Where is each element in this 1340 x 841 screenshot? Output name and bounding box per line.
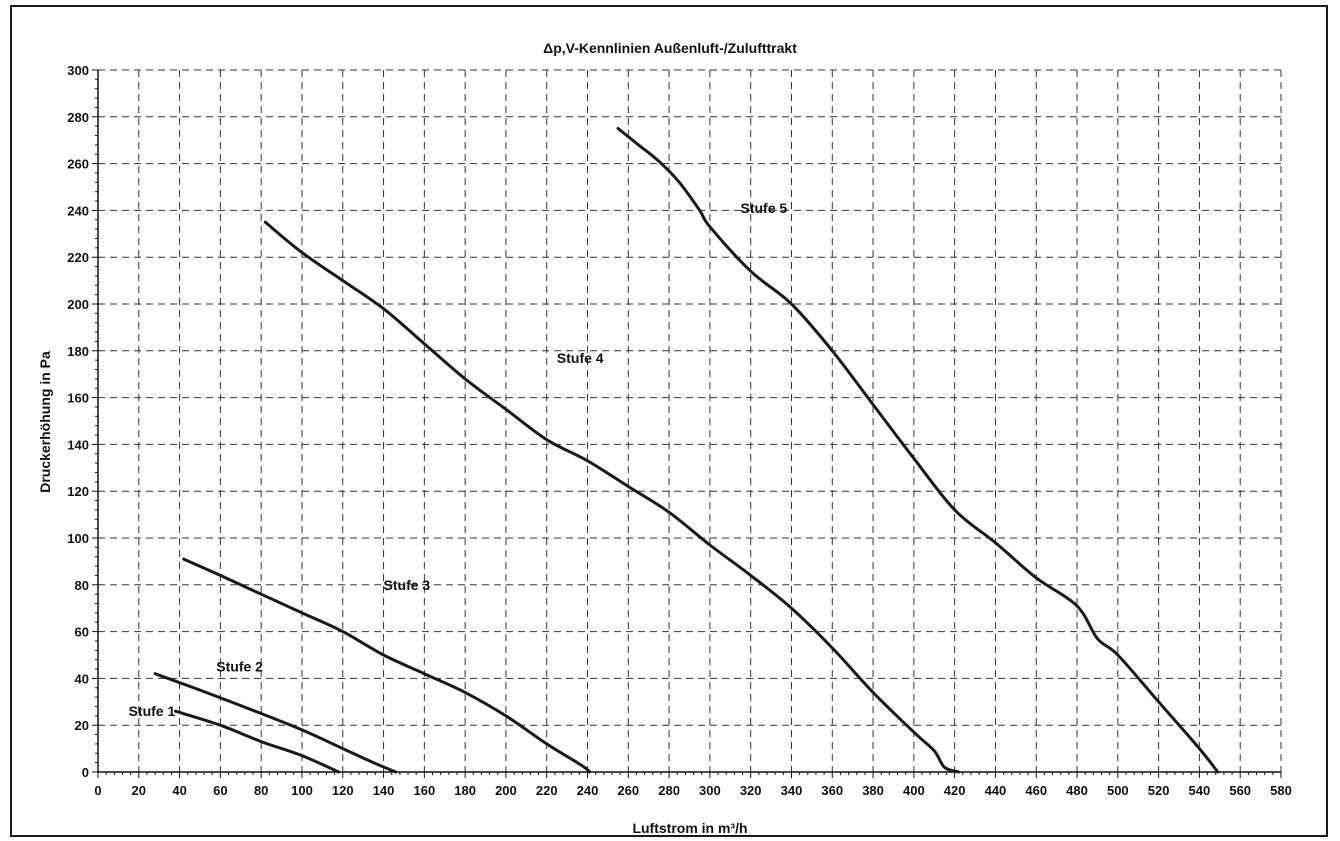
- x-tick-label: 480: [1066, 783, 1088, 798]
- chart-title: Δp,V-Kennlinien Außenluft-/Zulufttrakt: [543, 40, 797, 56]
- x-tick-label: 80: [254, 783, 268, 798]
- stufe-3-line: [182, 557, 592, 774]
- x-tick-label: 100: [291, 783, 313, 798]
- x-tick-label: 460: [1025, 783, 1047, 798]
- x-tick-label: 440: [985, 783, 1007, 798]
- axes: [92, 69, 1282, 778]
- stufe-3-label: Stufe 3: [384, 577, 431, 593]
- stufe-2-label: Stufe 2: [216, 659, 263, 675]
- y-tick-label: 100: [67, 531, 89, 546]
- y-tick-label: 160: [67, 391, 89, 406]
- y-tick-label: 240: [67, 203, 89, 218]
- stufe-5-line: [616, 127, 1220, 774]
- stufe-4-line: [263, 220, 961, 774]
- y-tick-label: 120: [67, 484, 89, 499]
- y-tick-label: 180: [67, 344, 89, 359]
- stufe-1-label: Stufe 1: [129, 703, 176, 719]
- x-tick-label: 40: [172, 783, 186, 798]
- y-tick-label: 200: [67, 297, 89, 312]
- series-labels: Stufe 1 Stufe 2 Stufe 3 Stufe 4 Stufe 5: [129, 200, 788, 719]
- x-tick-label: 260: [617, 783, 639, 798]
- x-tick-label: 540: [1189, 783, 1211, 798]
- x-tick-label: 320: [740, 783, 762, 798]
- x-tick-label: 220: [536, 783, 558, 798]
- x-tick-label: 280: [658, 783, 680, 798]
- stufe-2-line: [153, 672, 398, 774]
- y-tick-label: 280: [67, 110, 89, 125]
- x-tick-label: 20: [132, 783, 146, 798]
- x-tick-label: 160: [413, 783, 435, 798]
- stufe-5-label: Stufe 5: [740, 200, 787, 216]
- x-tick-label: 200: [495, 783, 517, 798]
- x-tick-label: 340: [781, 783, 803, 798]
- x-tick-label: 120: [332, 783, 354, 798]
- x-tick-label: 360: [821, 783, 843, 798]
- x-tick-label: 420: [944, 783, 966, 798]
- x-tick-label: 400: [903, 783, 925, 798]
- y-axis-label: Druckerhöhung in Pa: [37, 351, 53, 493]
- y-tick-label: 300: [67, 63, 89, 78]
- y-tick-label: 40: [75, 671, 89, 686]
- x-tick-label: 180: [454, 783, 476, 798]
- x-axis-label: Luftstrom in m³/h: [632, 820, 747, 836]
- x-axis-ticks: 0 20 40 60 80 100 120 140 160 180 200 220 240 260 280 3…: [94, 783, 1291, 798]
- x-tick-label: 300: [699, 783, 721, 798]
- y-tick-label: 60: [75, 625, 89, 640]
- y-tick-label: 220: [67, 250, 89, 265]
- x-tick-label: 520: [1148, 783, 1170, 798]
- stufe-4-label: Stufe 4: [557, 350, 604, 366]
- y-tick-label: 0: [82, 765, 89, 780]
- y-tick-label: 260: [67, 157, 89, 172]
- x-tick-label: 580: [1270, 783, 1292, 798]
- y-axis-ticks: 0 20 40 60 80 100 120 140 160 180 200 220 240 260 280 3…: [67, 63, 89, 780]
- y-tick-label: 20: [75, 718, 89, 733]
- y-tick-label: 140: [67, 437, 89, 452]
- x-tick-label: 380: [862, 783, 884, 798]
- x-tick-label: 500: [1107, 783, 1129, 798]
- grid: [98, 69, 1282, 772]
- x-tick-label: 240: [577, 783, 599, 798]
- x-tick-label: 60: [213, 783, 227, 798]
- y-tick-label: 80: [75, 578, 89, 593]
- x-tick-label: 140: [373, 783, 395, 798]
- x-tick-label: 560: [1229, 783, 1251, 798]
- stufe-1-line: [174, 709, 341, 774]
- x-tick-label: 0: [94, 783, 101, 798]
- series-group: [153, 127, 1220, 774]
